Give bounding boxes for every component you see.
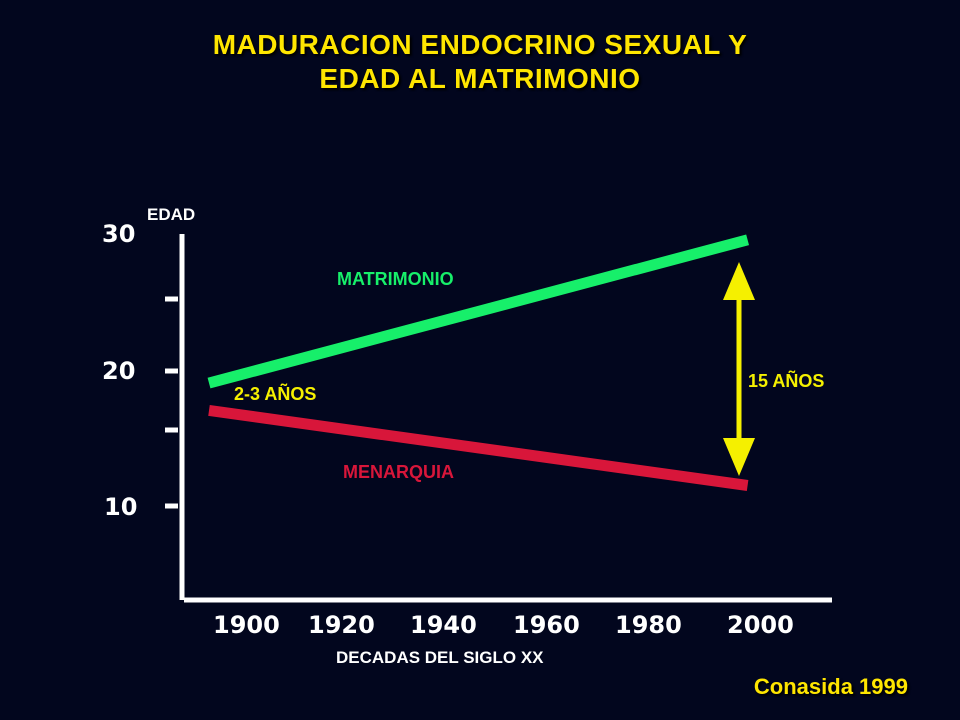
series-label-menarquia: MENARQUIA (343, 462, 454, 482)
x-tick-label-1940: 1940 (410, 611, 477, 639)
slide-title: MADURACION ENDOCRINO SEXUAL Y EDAD AL MA… (0, 28, 960, 96)
y-tick-label-30: 30 (102, 220, 135, 248)
title-line-1: MADURACION ENDOCRINO SEXUAL Y (212, 29, 748, 60)
x-tick-label-2000: 2000 (727, 611, 794, 639)
gap-annotation-start: 2-3 AÑOS (234, 383, 316, 404)
x-axis-title: DECADAS DEL SIGLO XX (336, 648, 544, 667)
x-tick-label-1960: 1960 (513, 611, 580, 639)
source-credit: Conasida 1999 (753, 674, 908, 699)
x-tick-label-1900: 1900 (213, 611, 280, 639)
gap-double-arrow (723, 262, 755, 476)
y-axis-title: EDAD (147, 205, 195, 224)
y-tick-label-20: 20 (102, 357, 135, 385)
x-tick-label-1980: 1980 (615, 611, 682, 639)
y-tick-label-10: 10 (104, 493, 137, 521)
gap-annotation-end: 15 AÑOS (748, 370, 824, 391)
series-label-matrimonio: MATRIMONIO (337, 269, 454, 289)
series-line-matrimonio (207, 234, 750, 389)
x-tick-label-1920: 1920 (308, 611, 375, 639)
title-line-2: EDAD AL MATRIMONIO (319, 63, 641, 94)
series-line-menarquia (208, 404, 749, 491)
